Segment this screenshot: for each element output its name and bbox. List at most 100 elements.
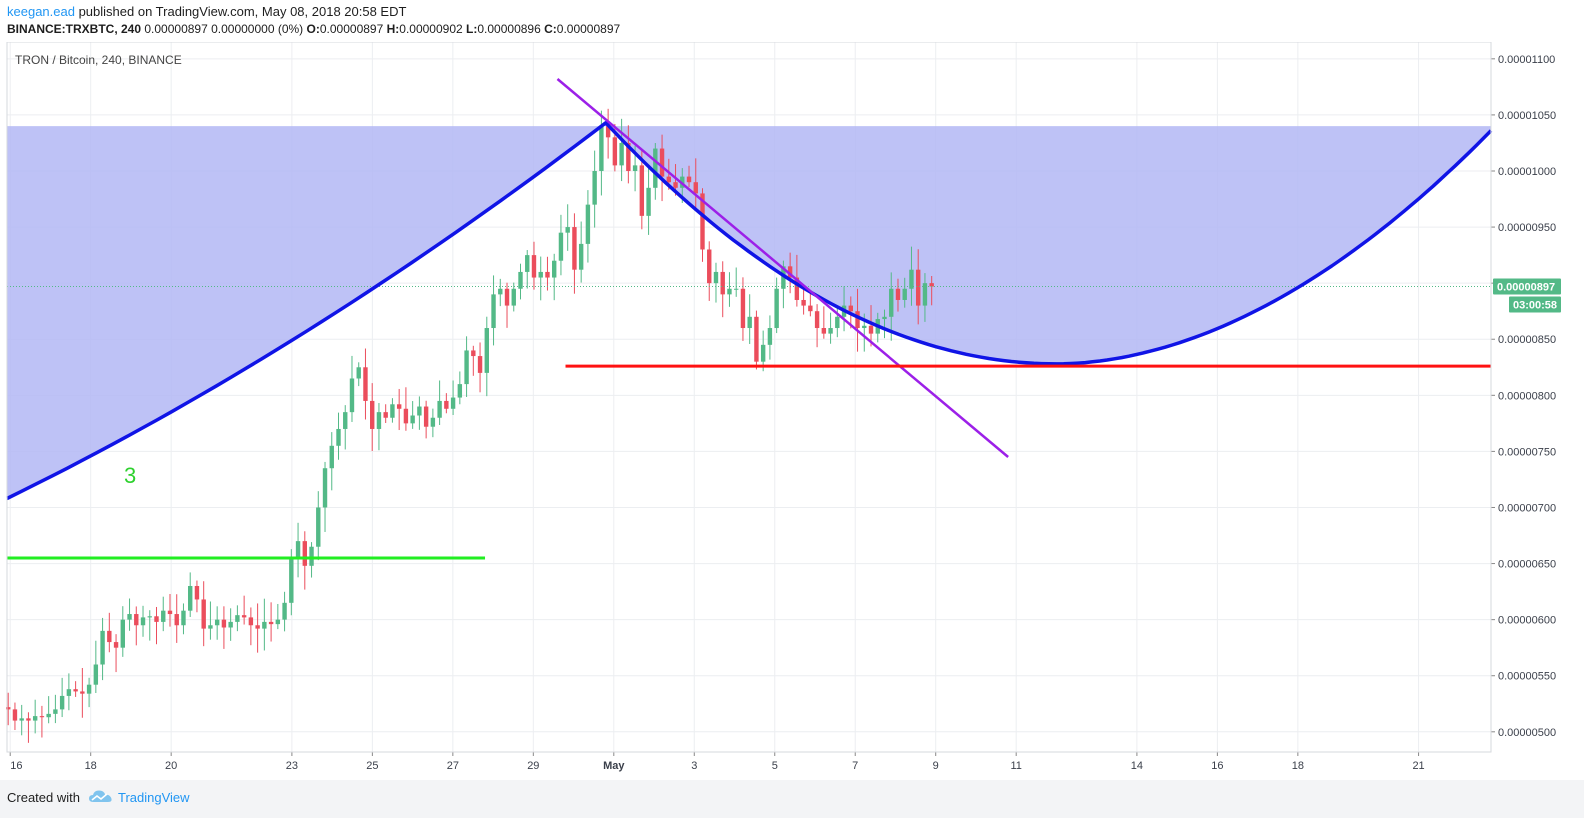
published-text: published on TradingView.com, May 08, 20…: [78, 4, 407, 19]
y-tick-label: 0.00001000: [1498, 166, 1556, 178]
tradingview-link[interactable]: TradingView: [118, 790, 190, 805]
candle-body: [484, 328, 489, 373]
candle-body: [511, 288, 516, 306]
candle-body: [477, 356, 483, 373]
candle-body: [390, 404, 395, 418]
candle-body: [262, 621, 267, 629]
x-tick-label: 27: [447, 760, 459, 772]
publish-header: keegan.ead published on TradingView.com,…: [0, 0, 1584, 42]
candle-body: [572, 227, 577, 270]
open-value: 0.00000897: [319, 22, 384, 36]
candle-body: [113, 642, 119, 648]
y-tick-label: 0.00001050: [1498, 110, 1556, 122]
y-tick-label: 0.00000550: [1498, 671, 1556, 683]
candle-body: [592, 170, 597, 205]
downtrend-line[interactable]: [556, 78, 1009, 458]
candle-body: [889, 288, 894, 317]
last-price-badge: 0.00000897 03:00:58: [1493, 278, 1561, 313]
candle-body: [848, 305, 853, 312]
candle-body: [693, 182, 698, 194]
candle-body: [565, 227, 570, 233]
candle-body: [585, 204, 591, 244]
candle-body: [59, 695, 65, 710]
time-axis[interactable]: 16 18 20 23 25 27 29 May 3 5 7 9 11 14 16 18 21: [7, 751, 1491, 772]
open-label: O:: [306, 22, 320, 36]
y-tick-label: 0.00000750: [1498, 446, 1556, 458]
candle-body: [201, 599, 206, 629]
candle-body: [713, 271, 719, 284]
candle-body: [639, 165, 645, 216]
candle-body: [188, 585, 193, 611]
candle-body: [599, 126, 604, 171]
candle-body: [734, 288, 739, 290]
candle-body: [39, 716, 45, 718]
x-tick-label: 21: [1412, 760, 1424, 772]
y-tick-label: 0.00000600: [1498, 615, 1556, 627]
price-axis[interactable]: 0.00001100 0.00001050 0.00001000 0.00000950…: [1490, 42, 1556, 752]
candle-body: [808, 305, 813, 312]
candle-body: [302, 541, 307, 566]
last-price-label: 0.00000897: [1497, 282, 1555, 294]
candle-body: [700, 193, 705, 250]
candle-body: [410, 415, 415, 424]
candle-body: [491, 294, 496, 329]
x-tick-label: 16: [1211, 760, 1223, 772]
candle-body: [450, 397, 456, 409]
candle-body: [659, 148, 665, 177]
candle-body: [868, 325, 874, 334]
x-tick-label: 18: [85, 760, 97, 772]
high-label: H:: [386, 22, 400, 36]
candle-body: [235, 615, 240, 622]
candle-body: [241, 615, 247, 618]
candle-body: [774, 288, 779, 329]
candle-body: [214, 619, 220, 626]
author-link[interactable]: keegan.ead: [7, 4, 75, 19]
candle-body: [32, 716, 38, 721]
candle-body: [356, 367, 361, 379]
x-tick-label: 20: [165, 760, 177, 772]
candle-body: [754, 316, 759, 362]
candle-body: [167, 610, 173, 615]
x-tick-label: 29: [527, 760, 539, 772]
y-tick-label: 0.00000800: [1498, 390, 1556, 402]
candle-body: [558, 232, 564, 261]
y-tick-label: 0.00000950: [1498, 222, 1556, 234]
candle-body: [289, 557, 294, 603]
candle-body: [19, 718, 24, 721]
candle-body: [343, 412, 348, 429]
candle-body: [437, 400, 442, 418]
candle-body: [794, 277, 800, 300]
candle-body: [228, 621, 233, 628]
y-tick-label: 0.00000700: [1498, 502, 1556, 514]
y-tick-label: 0.00000500: [1498, 727, 1556, 739]
chart-title: TRON / Bitcoin, 240, BINANCE: [15, 53, 182, 67]
x-tick-label: 14: [1131, 760, 1143, 772]
candle-body: [612, 137, 618, 166]
symbol-text: BINANCE:TRXBTC, 240: [7, 22, 142, 36]
x-tick-label: 7: [852, 760, 858, 772]
candle-body: [821, 328, 827, 334]
ohlc-line: BINANCE:TRXBTC, 240 0.00000897 0.0000000…: [7, 22, 620, 36]
x-tick-label: 16: [10, 760, 22, 772]
candle-body: [902, 288, 907, 300]
tradingview-cloud-icon[interactable]: [88, 789, 114, 805]
candle-body: [396, 404, 402, 409]
price-chart[interactable]: 3 TRON / Bitcoin, 240, BINANCE 0.0000110…: [0, 42, 1584, 780]
candle-body: [882, 316, 887, 320]
candle-body: [46, 713, 51, 718]
candle-body: [814, 311, 820, 329]
candle-body: [707, 249, 712, 284]
low-label: L:: [466, 22, 478, 36]
candle-body: [619, 142, 624, 166]
candle-body: [781, 266, 786, 289]
candle-body: [86, 684, 92, 694]
x-tick-label: 25: [366, 760, 378, 772]
candle-body: [248, 617, 254, 626]
candle-body: [578, 243, 584, 270]
candle-body: [383, 412, 388, 418]
candle-body: [370, 400, 375, 429]
candle-body: [174, 614, 179, 626]
candle-body: [727, 288, 732, 295]
x-tick-label: 5: [772, 760, 778, 772]
candle-body: [862, 325, 867, 329]
